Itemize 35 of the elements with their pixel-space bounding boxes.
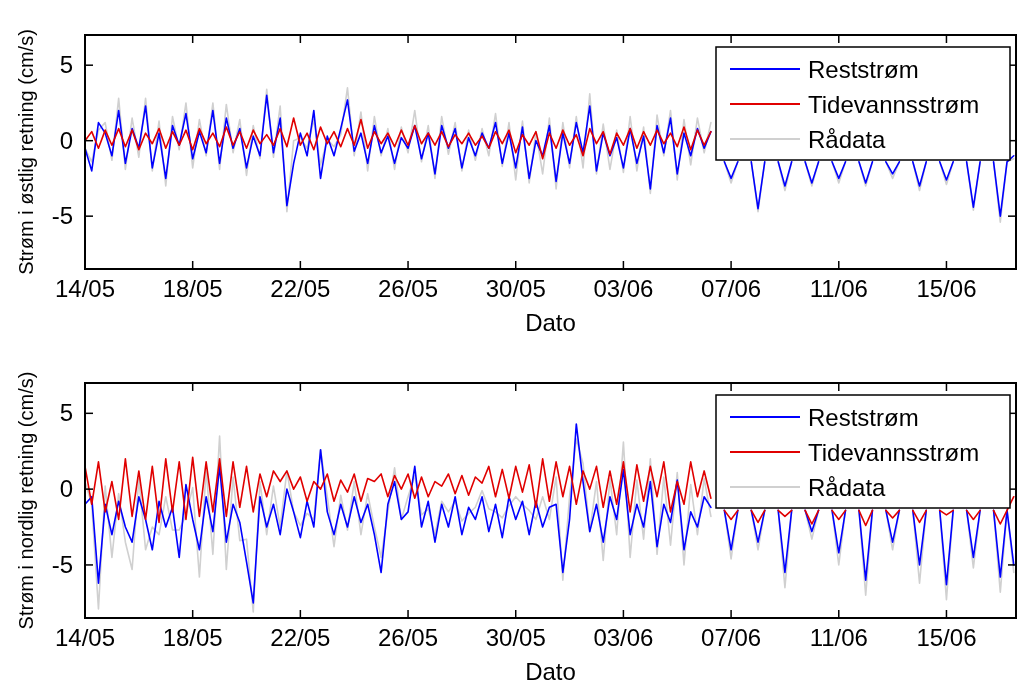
y-tick-label: 5 [59, 399, 73, 427]
x-tick-label: 18/05 [162, 275, 223, 302]
legend-label: Rådata [808, 474, 887, 501]
x-tick-label: 11/06 [809, 275, 868, 302]
x-tick-label: 22/05 [270, 275, 331, 302]
x-tick-label: 11/06 [809, 624, 868, 651]
legend-label: Tidevannsstrøm [808, 439, 980, 466]
y-tick-label: -5 [51, 202, 73, 230]
x-tick-label: 03/06 [593, 275, 654, 302]
x-tick-label: 07/06 [701, 624, 762, 651]
x-tick-label: 15/06 [916, 624, 977, 651]
x-tick-label: 07/06 [701, 275, 762, 302]
x-tick-label: 26/05 [378, 275, 439, 302]
legend-label: Tidevannsstrøm [808, 91, 980, 118]
legend-label: Reststrøm [808, 56, 919, 83]
y-tick-label: 0 [59, 475, 73, 503]
x-tick-label: 18/05 [162, 624, 223, 651]
x-tick-label: 15/06 [916, 275, 977, 302]
y-axis-title: Strøm i østlig retning (cm/s) [15, 29, 37, 275]
y-tick-label: 0 [59, 126, 73, 154]
x-axis-title: Dato [525, 309, 576, 336]
x-tick-label: 22/05 [270, 624, 331, 651]
legend-label: Reststrøm [808, 404, 919, 431]
x-axis-title: Dato [525, 658, 576, 685]
y-axis-title: Strøm i nordlig retning (cm/s) [15, 371, 37, 630]
line-series [84, 117, 712, 160]
x-tick-label: 14/05 [54, 624, 116, 651]
x-tick-label: 30/05 [485, 275, 546, 302]
x-tick-label: 30/05 [485, 624, 546, 651]
x-tick-label: 03/06 [593, 624, 654, 651]
x-tick-label: 26/05 [378, 624, 439, 651]
legend-label: Rådata [808, 126, 887, 153]
x-tick-label: 14/05 [54, 275, 116, 302]
y-tick-label: 5 [59, 51, 73, 79]
y-tick-label: -5 [51, 550, 73, 578]
